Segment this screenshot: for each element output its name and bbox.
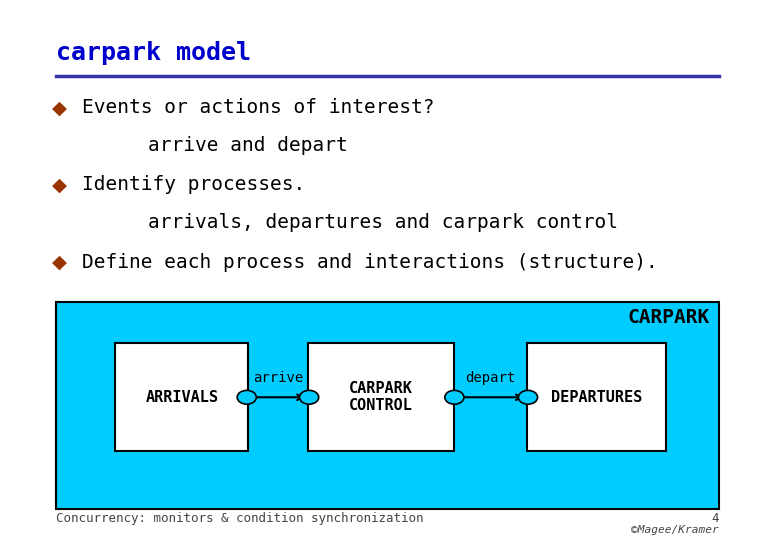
Bar (526, 343, 666, 451)
Bar (55, 302, 719, 509)
Text: Identify processes.: Identify processes. (82, 176, 305, 194)
Text: ◆: ◆ (52, 98, 67, 117)
Text: Define each process and interactions (structure).: Define each process and interactions (st… (82, 253, 658, 272)
Text: arrivals, departures and carpark control: arrivals, departures and carpark control (148, 213, 618, 232)
Text: 4: 4 (711, 512, 719, 525)
Bar (115, 343, 248, 451)
Bar (308, 343, 454, 451)
Circle shape (519, 390, 537, 404)
Circle shape (300, 390, 319, 404)
Text: arrive and depart: arrive and depart (148, 136, 348, 154)
Text: DEPARTURES: DEPARTURES (551, 390, 642, 405)
Text: Concurrency: monitors & condition synchronization: Concurrency: monitors & condition synchr… (55, 512, 424, 525)
Text: depart: depart (465, 371, 516, 385)
Text: CARPARK: CARPARK (628, 308, 710, 327)
Text: ◆: ◆ (52, 176, 67, 194)
Text: CARPARK
CONTROL: CARPARK CONTROL (349, 381, 413, 414)
Text: ARRIVALS: ARRIVALS (145, 390, 218, 405)
Circle shape (445, 390, 464, 404)
Text: arrive: arrive (253, 371, 303, 385)
Text: Events or actions of interest?: Events or actions of interest? (82, 98, 434, 117)
Text: ©Magee/Kramer: ©Magee/Kramer (631, 525, 719, 535)
Text: ◆: ◆ (52, 253, 67, 272)
Circle shape (237, 390, 257, 404)
Text: carpark model: carpark model (55, 42, 250, 65)
